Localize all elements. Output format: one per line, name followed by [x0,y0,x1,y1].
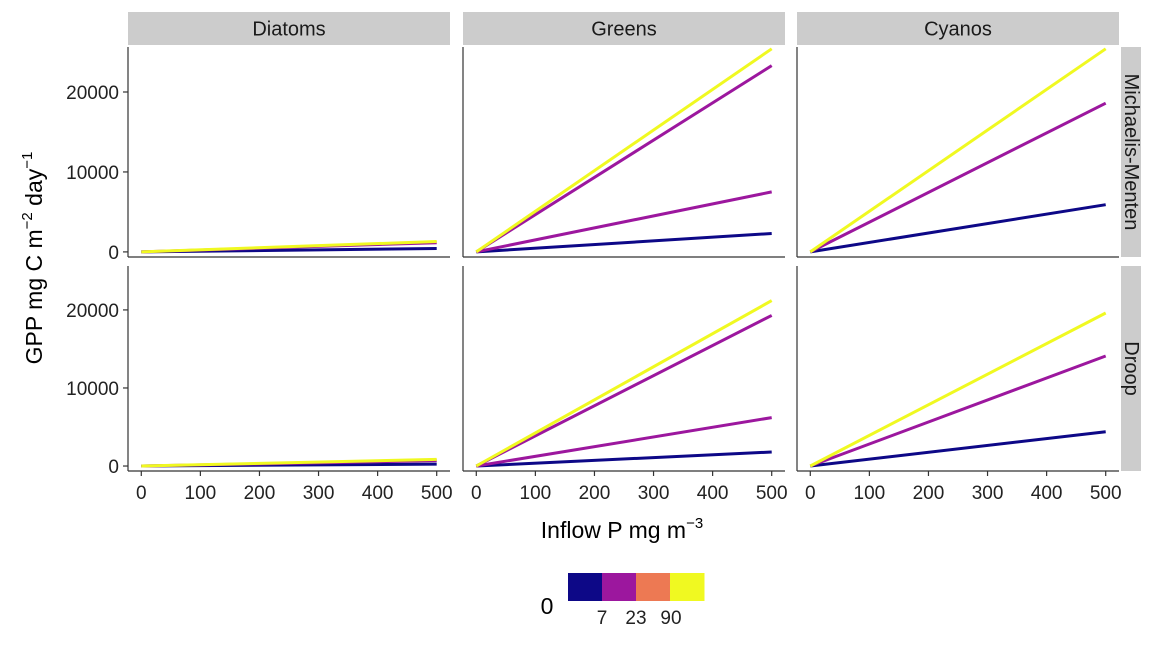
column-strips: Diatoms Greens Cyanos [128,12,1119,45]
x-tick-label: 200 [913,483,945,504]
x-tick-label: 0 [471,483,482,504]
x-tick-label: 100 [520,483,552,504]
panel-droop-greens [475,299,773,468]
legend: 0 7 23 90 [541,573,705,629]
strip-label-cyanos: Cyanos [924,19,992,41]
x-tick-label: 0 [805,483,816,504]
y-tick-label: 0 [108,457,119,478]
panels [141,47,1107,468]
legend-label: 7 [597,608,608,629]
series-line [809,101,1107,254]
x-tick-label: 300 [972,483,1004,504]
legend-swatch [602,573,637,601]
row-strips: Michaelis-Menten Droop [1120,47,1142,471]
strip-label-greens: Greens [591,19,657,41]
x-tick-label: 200 [579,483,611,504]
axes: 0 10000 20000 0 100 200 300 400 500 0 10000 20000 0 1… [66,47,1122,504]
series-line [810,430,1106,468]
x-tick-label: 400 [1031,483,1063,504]
x-tick-label: 300 [638,483,670,504]
series-line [475,47,773,254]
series-line [809,311,1107,468]
legend-swatch [670,573,705,601]
series-line [476,232,772,254]
panel-michaelis-menten-greens [475,47,773,254]
panel-michaelis-menten-diatoms [141,240,437,254]
strip-cyanos [797,12,1119,45]
series-line [809,47,1107,254]
strip-label-michaelis-menten: Michaelis-Menten [1120,74,1142,231]
x-tick-label: 100 [854,483,886,504]
y-tick-label: 20000 [66,301,119,322]
y-axis-title: GPP mg C m−2 day−1 [19,152,47,365]
series-line [475,64,773,254]
series-line [141,457,437,468]
x-tick-label: 500 [421,483,453,504]
y-tick-label: 10000 [66,163,119,184]
legend-swatch [636,573,671,601]
strip-label-diatoms: Diatoms [252,19,325,41]
x-axis-title: Inflow P mg m−3 [541,515,703,543]
x-tick-label: 200 [244,483,276,504]
x-tick-label: 300 [303,483,335,504]
strip-diatoms [128,12,450,45]
series-line [475,299,773,468]
legend-label: 23 [625,608,646,629]
y-tick-label: 20000 [66,83,119,104]
strip-label-droop: Droop [1120,341,1142,395]
panel-michaelis-menten-cyanos [809,47,1107,254]
x-tick-label: 500 [756,483,788,504]
y-tick-label: 10000 [66,379,119,400]
series-line [141,240,437,254]
x-tick-label: 400 [362,483,394,504]
series-line [809,354,1107,468]
panel-droop-diatoms [141,457,437,468]
strip-droop [1121,266,1141,471]
x-tick-label: 500 [1090,483,1122,504]
series-line [810,203,1106,254]
strip-michaelis-menten [1121,47,1141,257]
y-tick-label: 0 [108,243,119,264]
series-line [476,190,772,254]
x-tick-label: 100 [185,483,217,504]
x-tick-label: 0 [136,483,147,504]
series-line [476,450,772,468]
series-line [475,314,773,468]
legend-label: 90 [660,608,681,629]
legend-swatch [568,573,603,601]
x-tick-label: 400 [697,483,729,504]
series-line [476,416,772,468]
panel-droop-cyanos [809,311,1107,468]
strip-greens [463,12,785,45]
legend-title: 0 [541,593,554,619]
